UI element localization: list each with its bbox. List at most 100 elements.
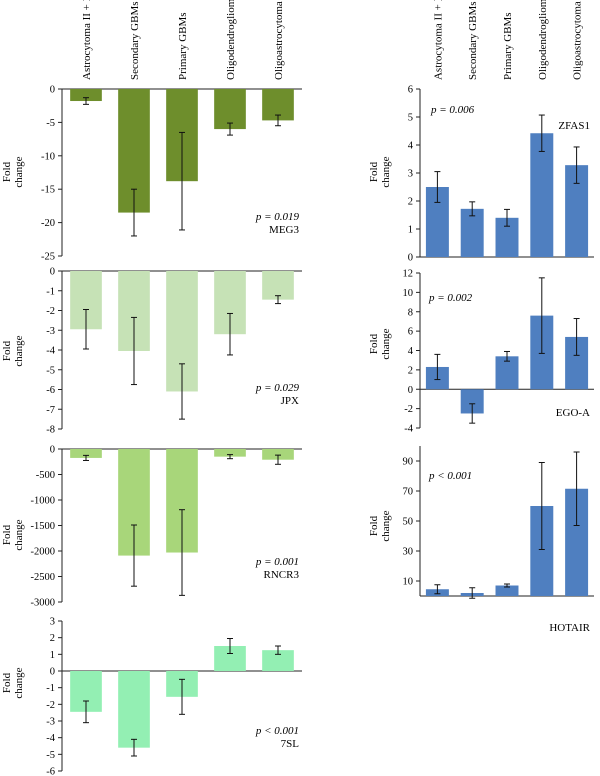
y-tick-label: 2 (408, 197, 413, 208)
gene-label-zfas1: ZFAS1 (558, 120, 590, 132)
bar (530, 506, 554, 596)
y-tick-label: -3 (46, 717, 55, 728)
y-tick-label: -1000 (31, 496, 56, 507)
y-tick-label: 1 (408, 225, 413, 236)
y-tick-label: 6 (408, 85, 413, 96)
y-tick-label: -5 (46, 750, 55, 761)
pvalue-jpx: p = 0.029 (255, 382, 300, 394)
panel-jpx: Fold change p = 0.029 JPX 0 -1 -2 -3 -4 -5 -6 -… (1, 267, 302, 436)
ylabel-line2: change (380, 156, 392, 187)
category-label: Oligodendroglioma (225, 0, 237, 80)
ylabel-line2: change (13, 519, 25, 550)
y-tick-label: 30 (403, 547, 414, 558)
ylabel-line2: change (380, 510, 392, 541)
y-tick-label: -7 (46, 405, 55, 416)
y-tick-label: -5 (46, 365, 55, 376)
category-header-right: Astrocytoma II + III Secondary GBMs Primar… (432, 0, 583, 80)
y-tick-label: 8 (408, 307, 413, 318)
category-label: Oligoastrocytoma (572, 1, 584, 80)
gene-label-rncr3: RNCR3 (264, 569, 300, 581)
y-tick-label: -25 (41, 252, 55, 263)
panel-hotair: Fold change p < 0.001 HOTAIR 10 30 50 70 90 (368, 446, 594, 634)
gene-label-jpx: JPX (281, 395, 299, 407)
bar (425, 187, 449, 257)
panel-7sl: Fold change p < 0.001 7SL 3 2 1 0 -1 -2 -3 -4 -5… (1, 617, 302, 776)
y-tick-label: 2 (408, 365, 413, 376)
category-label: Primary GBMs (502, 12, 514, 80)
bar (565, 336, 589, 390)
category-label: Secondary GBMs (129, 1, 141, 80)
y-tick-label: 0 (50, 445, 55, 456)
pvalue-7sl: p < 0.001 (255, 725, 299, 737)
ylabel-line2: change (380, 328, 392, 359)
category-label: Astrocytoma II + III (432, 0, 444, 80)
ylabel-line1: Fold (368, 515, 380, 536)
bar (214, 449, 246, 457)
y-tick-label: 2 (50, 633, 55, 644)
y-tick-label: -3000 (31, 598, 56, 609)
gene-label-meg3: MEG3 (269, 224, 299, 236)
y-tick-label: 0 (408, 385, 413, 396)
y-tick-label: -5 (46, 118, 55, 129)
gene-label-7sl: 7SL (281, 738, 300, 750)
y-tick-label: -2 (404, 404, 413, 415)
y-tick-label: -15 (41, 185, 55, 196)
y-tick-label: -1500 (31, 521, 56, 532)
category-label: Oligoastrocytoma (273, 1, 285, 80)
pvalue-meg3: p = 0.019 (255, 211, 300, 223)
y-tick-label: -1 (46, 683, 55, 694)
bar (530, 133, 554, 257)
y-tick-label: -6 (46, 767, 55, 776)
category-header-left: Astrocytoma II + III Secondary GBMs Primar… (81, 0, 285, 80)
y-tick-label: 70 (403, 487, 414, 498)
y-tick-label: -4 (46, 733, 55, 744)
ylabel-line2: change (13, 156, 25, 187)
ylabel-line1: Fold (368, 333, 380, 354)
ylabel-line1: Fold (1, 524, 13, 545)
y-tick-label: 1 (50, 650, 55, 661)
panel-meg3: Fold change p = 0.019 MEG3 0 -5 -10 -15 -20 -… (1, 85, 302, 263)
bar (460, 208, 484, 257)
bar (214, 89, 246, 130)
bar (262, 650, 294, 671)
panel-zfas1: Fold change p = 0.006 ZFAS1 0 1 2 3 4 5 6 (368, 85, 594, 264)
y-tick-label: -2 (46, 700, 55, 711)
category-label: Oligodendroglioma (537, 0, 549, 80)
y-tick-label: 5 (408, 113, 413, 124)
y-tick-label: 3 (408, 169, 413, 180)
y-tick-label: -4 (404, 424, 413, 435)
bar (565, 165, 589, 257)
bar (70, 449, 102, 458)
ylabel-line1: Fold (368, 161, 380, 182)
y-tick-label: -1 (46, 286, 55, 297)
y-tick-label: -10 (41, 151, 55, 162)
pvalue-rncr3: p = 0.001 (255, 556, 299, 568)
y-tick-label: 0 (50, 667, 55, 678)
y-tick-label: 3 (50, 617, 55, 628)
y-tick-label: 4 (408, 346, 414, 357)
y-tick-label: 50 (403, 517, 414, 528)
pvalue-zfas1: p = 0.006 (430, 104, 475, 116)
y-tick-label: 90 (403, 457, 414, 468)
y-tick-label: -2 (46, 306, 55, 317)
bar (495, 585, 519, 596)
ylabel-line1: Fold (1, 161, 13, 182)
panel-rncr3: Fold change p = 0.001 RNCR3 0 -500 -1000 -1… (1, 445, 302, 609)
y-tick-label: -3 (46, 326, 55, 337)
bar (495, 356, 519, 390)
y-tick-label: -6 (46, 385, 55, 396)
y-tick-label: 0 (408, 253, 413, 264)
bar (460, 389, 484, 414)
bar (118, 671, 150, 748)
gene-label-hotair: HOTAIR (549, 622, 590, 634)
panel-egoa: Fold change p = 0.002 EGO-A 12 10 8 6 4 2 0 -2 -… (368, 269, 594, 435)
y-tick-label: 10 (403, 577, 414, 588)
category-label: Primary GBMs (177, 12, 189, 80)
y-tick-label: -2000 (31, 547, 56, 558)
category-label: Secondary GBMs (467, 1, 479, 80)
y-tick-label: 10 (403, 288, 414, 299)
y-tick-label: -2500 (31, 572, 56, 583)
gene-label-egoa: EGO-A (556, 407, 590, 419)
ylabel-line1: Fold (1, 672, 13, 693)
